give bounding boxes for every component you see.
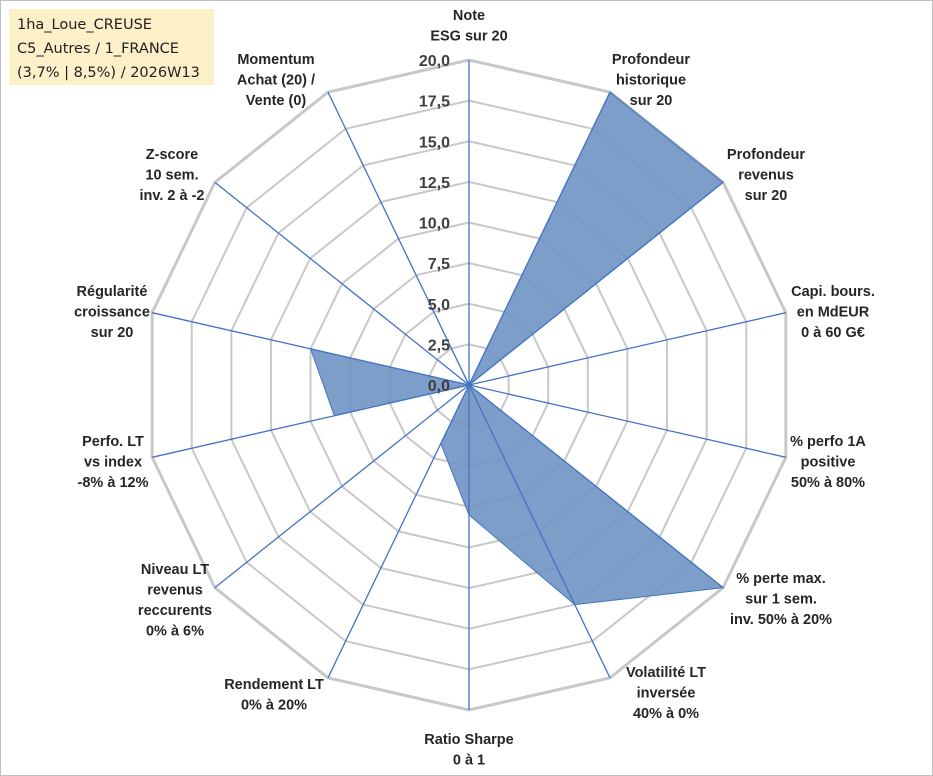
tick-label: 17,5 <box>419 94 450 111</box>
axis-label-line: inversée <box>637 686 696 702</box>
series-area <box>309 91 725 606</box>
axis-label-line: Perfo. LT <box>82 434 144 450</box>
axis-label: Ratio Sharpe 0 à 1 <box>424 732 513 769</box>
tick-label: 15,0 <box>419 134 450 151</box>
axis-label-line: % perfo 1A <box>790 434 866 450</box>
radar-spokes <box>152 60 786 710</box>
axis-label-line: inv. 50% à 20% <box>730 612 832 628</box>
tick-label: 0,0 <box>428 378 450 395</box>
axis-label-line: reccurents <box>138 603 212 619</box>
axis-label-line: Ratio Sharpe <box>424 732 513 748</box>
axis-label-line: 40% à 0% <box>633 706 699 722</box>
info-line-1: 1ha_Loue_CREUSE <box>17 17 152 33</box>
axis-label-line: 0 à 60 G€ <box>801 325 865 341</box>
axis-spoke <box>214 384 470 589</box>
axis-label-line: inv. 2 à -2 <box>139 188 204 204</box>
axis-label-line: croissance <box>74 305 150 321</box>
axis-spoke <box>152 312 470 386</box>
axis-label-line: Momentum <box>237 52 314 68</box>
axis-label-line: ESG sur 20 <box>430 29 507 45</box>
info-box: 1ha_Loue_CREUSE C5_Autres / 1_FRANCE (3,… <box>9 9 214 85</box>
info-line-3: (3,7% | 8,5%) / 2026W13 <box>17 65 200 81</box>
axis-label-line: historique <box>616 73 686 89</box>
axis-label: Régularité croissance sur 20 <box>74 284 150 341</box>
axis-label: % perfo 1A positive 50% à 80% <box>790 434 866 491</box>
axis-label-line: sur 20 <box>91 325 134 341</box>
axis-spoke <box>468 384 611 679</box>
axis-label-line: sur 1 sem. <box>745 592 817 608</box>
axis-label-line: Achat (20) / <box>237 73 315 89</box>
axis-label-line: Capi. bours. <box>791 284 875 300</box>
axis-label-line: Régularité <box>77 284 148 300</box>
axis-label: % perte max. sur 1 sem. inv. 50% à 20% <box>730 571 832 628</box>
axis-label: Momentum Achat (20) / Vente (0) <box>237 52 315 109</box>
axis-label: Profondeur revenus sur 20 <box>727 147 805 204</box>
axis-label: Niveau LT revenus reccurents 0% à 6% <box>138 562 212 640</box>
axis-spoke <box>327 91 470 386</box>
tick-label: 10,0 <box>419 216 450 233</box>
axis-label-line: Niveau LT <box>141 562 209 578</box>
axis-label: Rendement LT 0% à 20% <box>224 677 324 714</box>
radar-tick-labels: 0,0 2,5 5,0 7,5 10,0 12,5 15,0 17,5 20,0 <box>419 53 450 395</box>
info-line-2: C5_Autres / 1_FRANCE <box>17 41 179 57</box>
tick-label: 7,5 <box>428 256 450 273</box>
axis-label-line: revenus <box>738 168 794 184</box>
tick-label: 12,5 <box>419 175 450 192</box>
axis-label: Profondeur historique sur 20 <box>612 52 690 109</box>
axis-label-line: % perte max. <box>736 571 825 587</box>
axis-label-line: Rendement LT <box>224 677 324 693</box>
axis-label-line: 0% à 6% <box>146 624 204 640</box>
axis-label-line: sur 20 <box>630 93 673 109</box>
axis-label-line: Note <box>453 8 485 24</box>
axis-label-line: Volatilité LT <box>626 665 706 681</box>
axis-label-line: Vente (0) <box>246 93 307 109</box>
axis-label-line: Z-score <box>146 147 198 163</box>
axis-label-line: 10 sem. <box>145 168 198 184</box>
axis-label: Note ESG sur 20 <box>430 8 507 45</box>
axis-spoke <box>468 384 724 589</box>
axis-label-line: 0 à 1 <box>453 753 485 769</box>
axis-spoke <box>468 384 786 458</box>
axis-label-line: Profondeur <box>612 52 690 68</box>
tick-label: 5,0 <box>428 297 450 314</box>
axis-spoke <box>468 181 724 386</box>
axis-label-line: en MdEUR <box>797 305 870 321</box>
axis-spoke <box>468 91 611 386</box>
tick-label: 20,0 <box>419 53 450 70</box>
radar-area-layer <box>309 91 725 606</box>
axis-label-line: Profondeur <box>727 147 805 163</box>
axis-label-line: -8% à 12% <box>78 475 149 491</box>
axis-label: Z-score 10 sem. inv. 2 à -2 <box>139 147 204 204</box>
axis-spoke <box>152 384 470 458</box>
axis-label-line: vs index <box>84 455 142 471</box>
axis-spoke <box>468 312 786 386</box>
axis-spoke <box>327 384 470 679</box>
tick-label: 2,5 <box>428 337 450 354</box>
axis-label-line: 50% à 80% <box>791 475 865 491</box>
axis-label: Volatilité LT inversée 40% à 0% <box>626 665 706 722</box>
axis-label-line: 0% à 20% <box>241 698 307 714</box>
axis-spoke <box>214 181 470 386</box>
axis-label-line: revenus <box>147 583 203 599</box>
axis-label-line: positive <box>801 455 856 471</box>
axis-label-line: sur 20 <box>745 188 788 204</box>
axis-label: Capi. bours. en MdEUR 0 à 60 G€ <box>791 284 875 341</box>
radar-axis-labels: Note ESG sur 20 Profondeur historique sur 20… <box>74 8 875 769</box>
axis-label: Perfo. LT vs index -8% à 12% <box>78 434 149 491</box>
